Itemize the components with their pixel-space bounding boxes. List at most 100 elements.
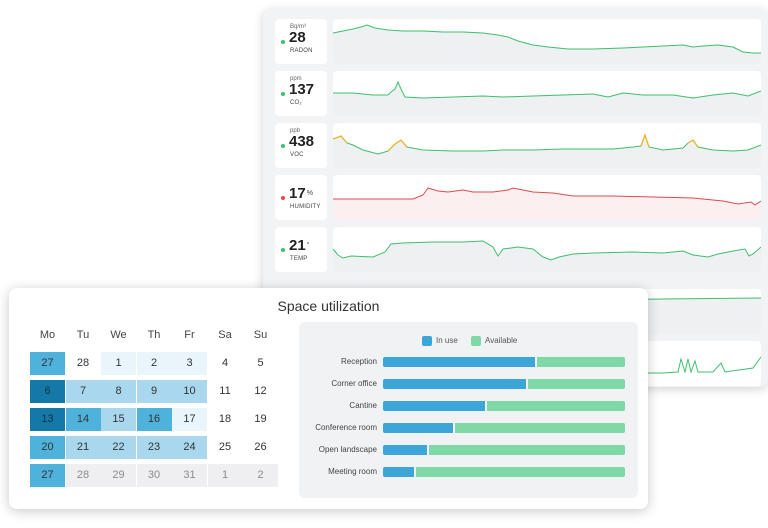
- calendar-day[interactable]: 14: [65, 408, 101, 431]
- calendar-day[interactable]: 5: [257, 357, 264, 369]
- bar-in-use: [383, 445, 427, 455]
- sensor-trend-chart[interactable]: [333, 227, 761, 272]
- calendar-day[interactable]: 4: [221, 357, 229, 369]
- bar-category-label: Conference room: [315, 423, 377, 432]
- weekday-header: Tu: [76, 329, 90, 341]
- calendar-day[interactable]: 6: [30, 380, 65, 403]
- status-dot-icon: [281, 92, 285, 96]
- weekday-header: We: [110, 329, 127, 341]
- bar-available: [429, 445, 625, 455]
- calendar-day[interactable]: 18: [218, 413, 232, 425]
- calendar-day[interactable]: 15: [101, 408, 136, 431]
- sensor-value: 17%: [289, 186, 313, 202]
- calendar-day[interactable]: 27: [30, 464, 65, 487]
- calendar-day[interactable]: 17: [172, 408, 207, 431]
- calendar-day[interactable]: 8: [101, 380, 136, 403]
- calendar-day[interactable]: 11: [219, 385, 231, 397]
- bar-in-use: [383, 401, 485, 411]
- status-dot-icon: [281, 144, 285, 148]
- weekday-header: Mo: [39, 329, 56, 341]
- calendar-day[interactable]: 1: [207, 464, 243, 487]
- sensor-label-box: Bq/m³ 28 RADON: [275, 19, 327, 64]
- bar-row[interactable]: Corner office: [299, 378, 638, 390]
- bar-track: [383, 445, 625, 455]
- sensor-value: 438: [289, 134, 315, 150]
- sensor-trend-chart[interactable]: [333, 19, 761, 64]
- bar-row[interactable]: Cantine: [299, 400, 638, 412]
- calendar-day[interactable]: 21: [65, 436, 101, 459]
- calendar-day[interactable]: 28: [65, 464, 101, 487]
- bar-category-label: Meeting room: [328, 467, 377, 476]
- calendar-day[interactable]: 26: [254, 441, 267, 453]
- sensor-label-box: ppb 438 VOC: [275, 123, 327, 168]
- utilization-bar-chart: In use Available Reception Corner office…: [299, 322, 638, 498]
- bar-available: [416, 467, 625, 477]
- sensor-name: CO₂: [290, 100, 302, 106]
- weekday-header: Sa: [218, 329, 232, 341]
- space-utilization-card: Space utilization Mo Tu We Th Fr Sa Su 27 28 1 2 3 4…: [9, 288, 648, 509]
- calendar-day[interactable]: 16: [136, 408, 172, 431]
- sensor-line: [333, 187, 761, 206]
- sensor-line: [333, 240, 761, 261]
- status-dot-icon: [281, 196, 285, 200]
- bar-track: [383, 379, 625, 389]
- calendar-day[interactable]: 24: [172, 436, 207, 459]
- calendar-day[interactable]: 27: [30, 352, 65, 375]
- calendar-day[interactable]: 12: [254, 385, 267, 397]
- calendar-day[interactable]: 3: [172, 352, 207, 375]
- calendar-day[interactable]: 25: [218, 441, 232, 453]
- sensor-name: RADON: [290, 48, 313, 54]
- sensor-trend-chart[interactable]: [333, 71, 761, 116]
- bar-available: [537, 357, 625, 367]
- legend-label-in-use: In use: [436, 336, 458, 345]
- sensor-area: [333, 82, 761, 116]
- calendar-day[interactable]: 7: [65, 380, 101, 403]
- sensor-value: 137: [289, 82, 315, 98]
- status-dot-icon: [281, 40, 285, 44]
- sensor-trend-chart[interactable]: [333, 123, 761, 168]
- calendar-day[interactable]: 9: [136, 380, 172, 403]
- sensor-spike-3: [687, 139, 699, 148]
- calendar-day[interactable]: 10: [172, 380, 207, 403]
- calendar-day[interactable]: 19: [254, 413, 267, 425]
- bar-category-label: Open landscape: [318, 445, 377, 454]
- calendar-day[interactable]: 22: [101, 436, 136, 459]
- weekday-header: Su: [253, 329, 268, 341]
- sensor-value-number: 438: [289, 133, 315, 150]
- bar-in-use: [383, 357, 535, 367]
- bar-in-use: [383, 467, 414, 477]
- weekday-header: Th: [147, 329, 161, 341]
- sensor-trend-chart[interactable]: [333, 175, 761, 220]
- sensor-name: HUMIDITY: [290, 204, 321, 210]
- calendar-day[interactable]: 23: [136, 436, 172, 459]
- bar-row[interactable]: Open landscape: [299, 444, 638, 456]
- legend-swatch-in-use: [422, 336, 432, 346]
- chart-legend: In use Available: [299, 335, 638, 347]
- calendar-day[interactable]: 13: [30, 408, 65, 431]
- sensor-area: [333, 188, 761, 220]
- sensor-unit: ppb: [290, 128, 301, 134]
- calendar-day[interactable]: 31: [172, 464, 207, 487]
- sensor-label-box: 21° TEMP: [275, 227, 327, 272]
- sensor-label-box: 17% HUMIDITY: [275, 175, 327, 220]
- bar-track: [383, 423, 625, 433]
- sensor-value-unit: %: [306, 190, 313, 197]
- bar-row[interactable]: Meeting room: [299, 466, 638, 478]
- calendar-day[interactable]: 2: [243, 464, 278, 487]
- calendar-day[interactable]: 1: [101, 352, 136, 375]
- sensor-label-box: ppm 137 CO₂: [275, 71, 327, 116]
- calendar-day[interactable]: 29: [101, 464, 136, 487]
- sensor-area: [333, 135, 761, 168]
- sensor-value-number: 28: [289, 29, 306, 46]
- calendar-day[interactable]: 30: [136, 464, 172, 487]
- sensor-value: 28: [289, 30, 307, 46]
- calendar-day[interactable]: 2: [136, 352, 172, 375]
- bar-in-use: [383, 423, 453, 433]
- card-title: Space utilization: [277, 298, 380, 314]
- bar-row[interactable]: Conference room: [299, 422, 638, 434]
- calendar-day[interactable]: 20: [30, 436, 65, 459]
- sensor-value-number: 137: [289, 81, 315, 98]
- calendar-day[interactable]: 28: [76, 357, 90, 369]
- sensor-value-number: 17: [289, 185, 306, 202]
- bar-row[interactable]: Reception: [299, 356, 638, 368]
